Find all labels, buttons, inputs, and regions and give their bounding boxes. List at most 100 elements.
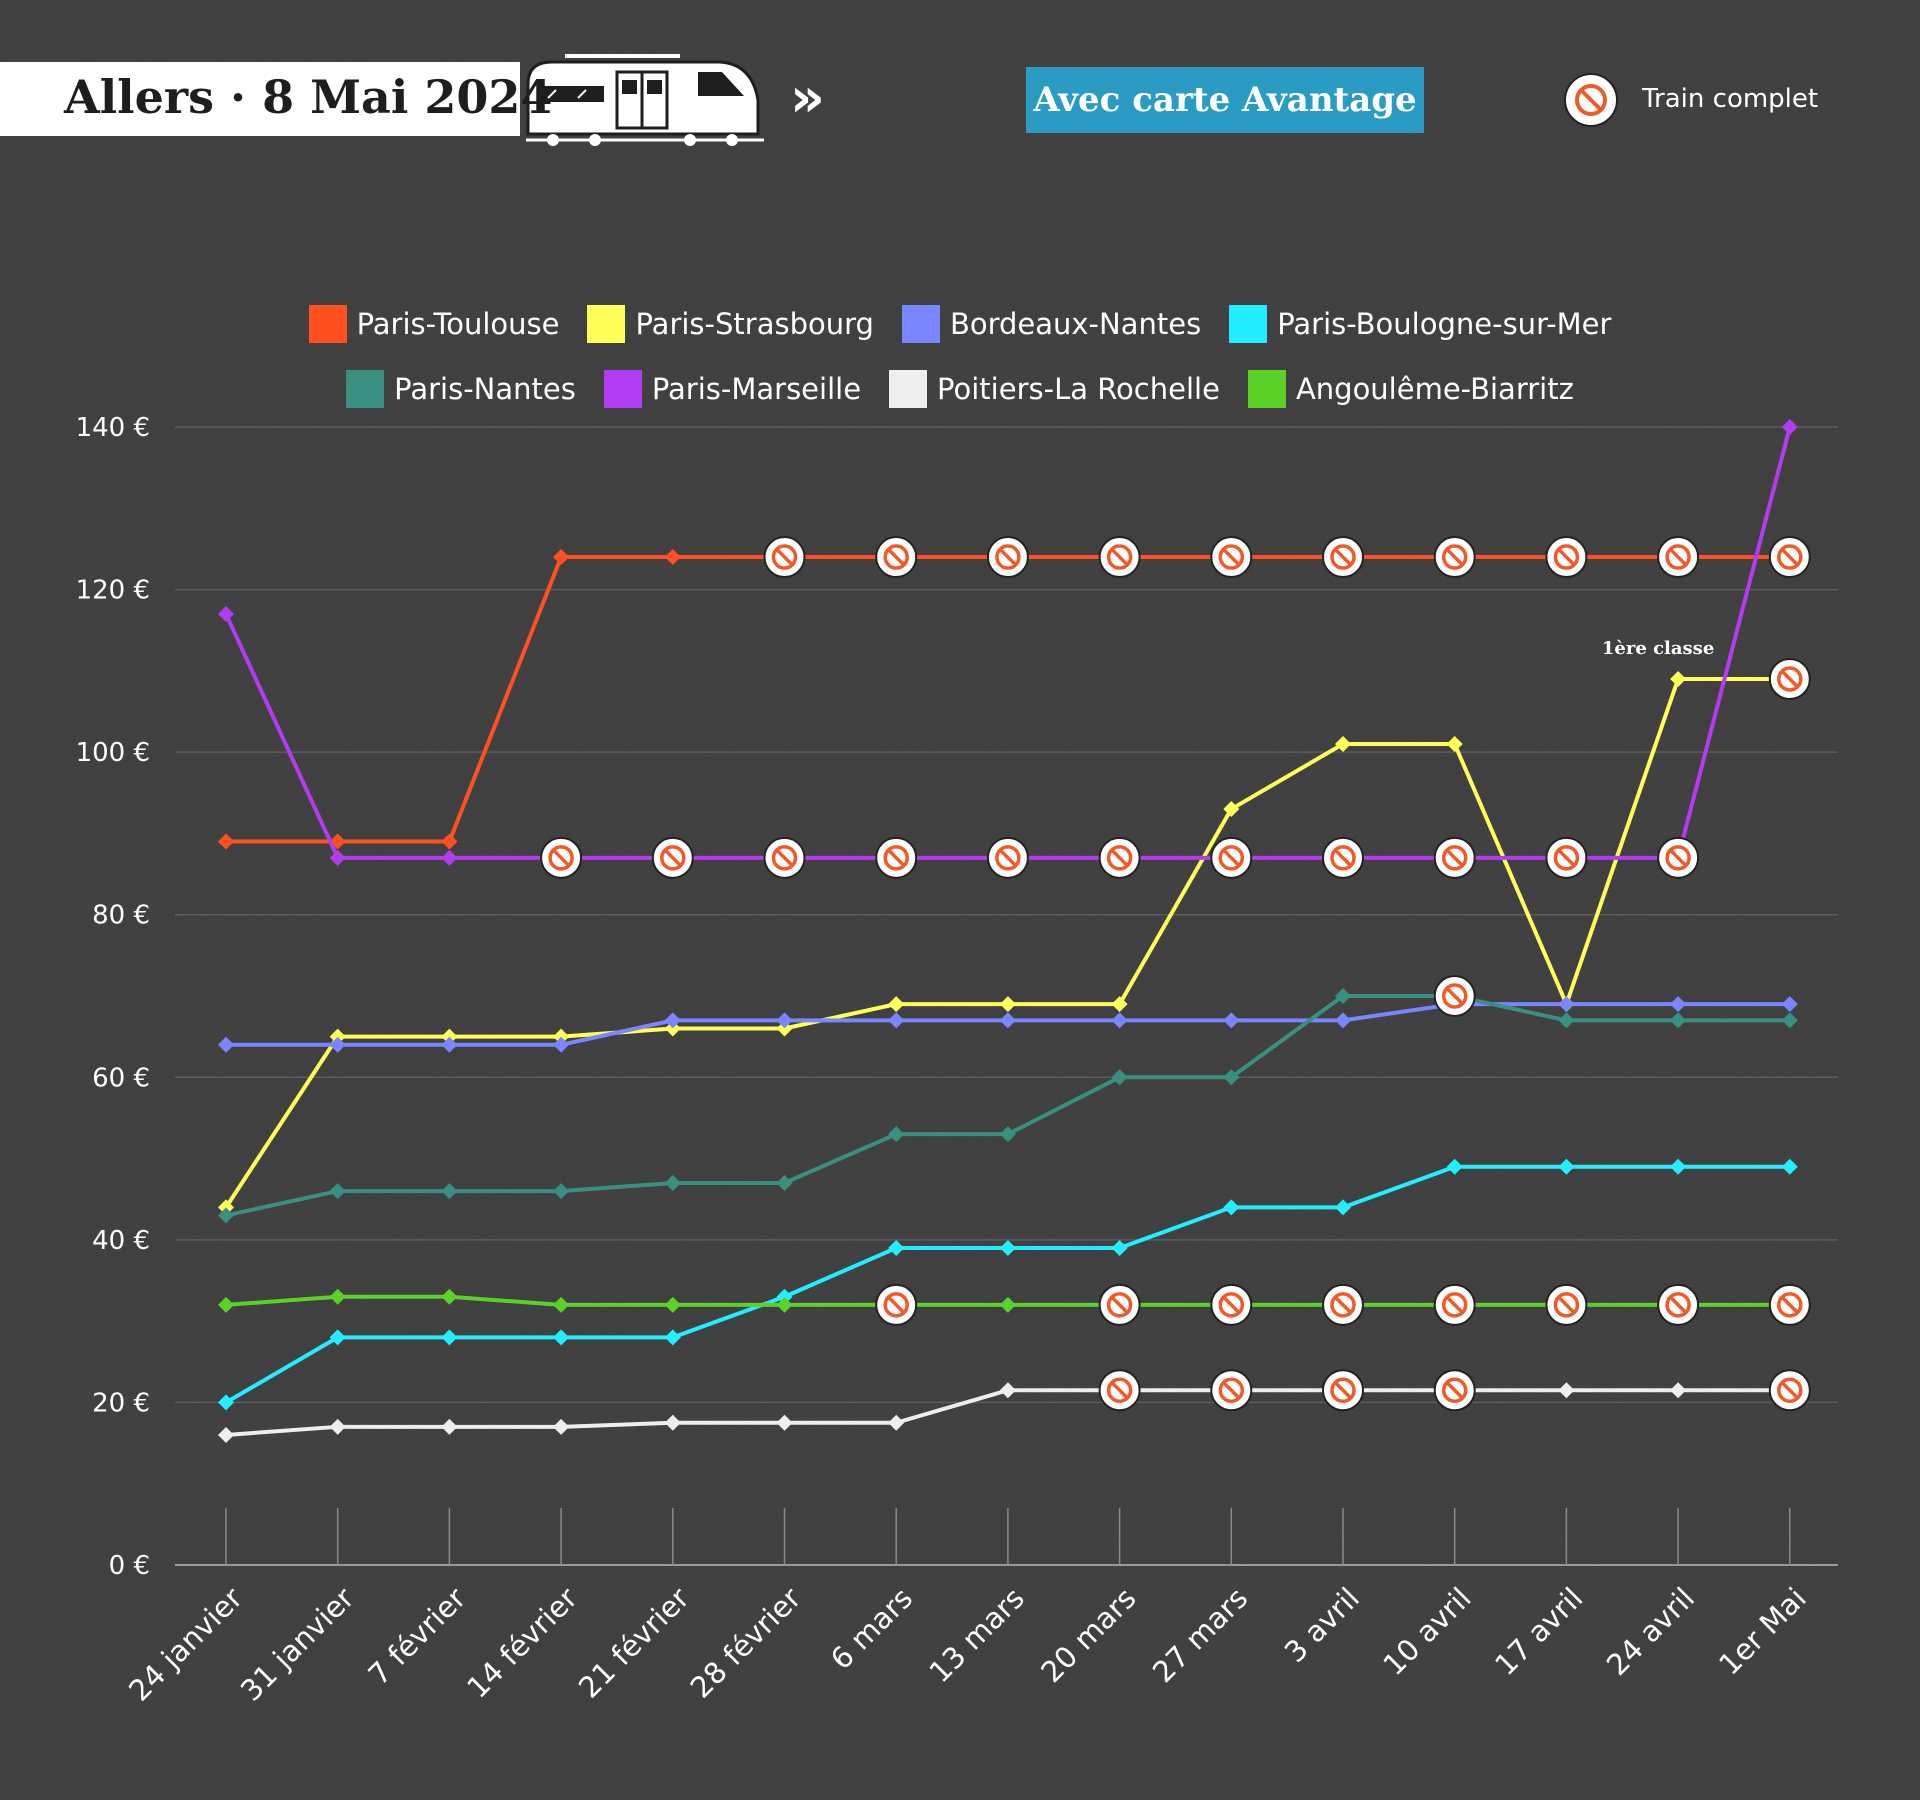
data-point-paris-strasbourg [1335,736,1351,753]
data-point-poitiers-la-rochelle [1558,1382,1575,1399]
data-point-paris-marseille [218,605,234,622]
legend-swatch [346,370,385,408]
full-train-icon [986,836,1029,879]
legend-item-paris-strasbourg: Paris-Strasbourg [587,305,874,343]
data-point-paris-strasbourg [999,996,1016,1013]
full-train-icon [1322,1369,1364,1412]
data-point-angouleme-biarritz [664,1296,681,1313]
data-point-poitiers-la-rochelle [776,1414,793,1431]
data-point-paris-nantes [999,1126,1016,1143]
data-point-paris-toulouse [553,549,570,566]
full-train-icon [1768,1283,1811,1326]
data-point-paris-boulogne-sur-mer [776,1288,793,1305]
data-point-bordeaux-nantes [1223,1012,1240,1029]
legend-swatch [901,305,940,343]
data-point-paris-nantes [218,1207,234,1224]
data-point-paris-boulogne-sur-mer [441,1329,458,1346]
data-point-paris-marseille [441,849,458,866]
full-train-icon [1098,1369,1141,1412]
legend-swatch [1247,370,1286,408]
full-train-icon [1322,536,1364,579]
fare-card-badge: Avec carte Avantage [1026,67,1424,133]
legend-item-paris-boulogne-sur-mer: Paris-Boulogne-sur-Mer [1229,305,1611,343]
legend-swatch [603,370,642,408]
legend-label: Paris-Marseille [651,372,862,406]
legend-item-paris-marseille: Paris-Marseille [603,370,862,408]
full-train-icon [986,536,1029,579]
data-point-angouleme-biarritz [999,1296,1016,1313]
legend-label: Bordeaux-Nantes [949,307,1202,341]
data-point-paris-nantes [664,1174,681,1191]
series-layer [218,419,1798,1443]
data-point-paris-strasbourg [1670,670,1687,687]
full-train-icon [763,836,806,879]
data-point-paris-toulouse [218,833,234,850]
y-tick-label: 80 € [92,901,150,931]
data-point-poitiers-la-rochelle [1670,1382,1687,1399]
full-train-legend-label: Train complet [1642,84,1819,114]
data-point-paris-nantes [1335,988,1351,1004]
data-point-angouleme-biarritz [329,1288,346,1305]
data-point-paris-boulogne-sur-mer [1111,1239,1128,1256]
legend-row-2: Paris-Nantes Paris-Marseille Poitiers-La… [0,370,1920,408]
data-point-paris-strasbourg [1223,801,1240,818]
data-point-paris-nantes [441,1183,458,1200]
data-point-paris-marseille [329,849,346,866]
data-point-paris-nantes [1781,1012,1798,1029]
full-train-icon [1433,1283,1476,1326]
title-banner [0,62,520,136]
data-point-paris-toulouse [441,833,458,850]
legend-label: Paris-Nantes [394,372,576,406]
data-point-paris-boulogne-sur-mer [1670,1158,1687,1175]
data-point-poitiers-la-rochelle [553,1418,570,1435]
data-point-paris-strasbourg [664,1020,681,1037]
data-point-paris-boulogne-sur-mer [664,1329,681,1346]
full-train-icon [1098,536,1141,579]
legend-swatch [889,370,928,408]
legend-item-bordeaux-nantes: Bordeaux-Nantes [901,305,1202,343]
data-point-paris-boulogne-sur-mer [1223,1199,1240,1216]
data-point-angouleme-biarritz [776,1296,793,1313]
data-point-bordeaux-nantes [1335,1012,1351,1029]
data-point-paris-strasbourg [329,1028,346,1045]
legend-row-1: Paris-Toulouse Paris-Strasbourg Bordeaux… [0,305,1920,343]
full-train-icon [1657,1283,1700,1326]
data-point-bordeaux-nantes [329,1036,346,1053]
legend-label: Paris-Toulouse [356,307,560,341]
data-point-poitiers-la-rochelle [999,1382,1016,1399]
data-point-angouleme-biarritz [553,1296,570,1313]
data-point-paris-strasbourg [1111,996,1128,1013]
annotation-label: 1ère classe [1602,638,1714,659]
full-train-icon [763,536,806,579]
train-icon [526,54,764,146]
legend-item-paris-nantes: Paris-Nantes [346,370,576,408]
full-train-icon [1545,836,1588,879]
data-point-paris-nantes [329,1183,346,1200]
data-point-bordeaux-nantes [1781,996,1798,1013]
legend-swatch [587,305,626,343]
full-train-icon [1433,536,1476,579]
data-point-bordeaux-nantes [553,1036,570,1053]
y-tick-label: 20 € [92,1388,150,1418]
data-point-paris-strasbourg [218,1199,234,1216]
full-train-icon [1545,536,1588,579]
full-train-icon [1098,836,1141,879]
full-train-icon [1768,1369,1811,1412]
full-train-icon [651,836,694,879]
full-train-legend-icon [1564,73,1618,127]
full-train-icon [875,1283,918,1326]
y-tick-label: 0 € [109,1551,150,1581]
data-point-bordeaux-nantes [1111,1012,1128,1029]
data-point-paris-marseille [1781,419,1798,435]
full-train-icon [1657,536,1700,579]
data-point-poitiers-la-rochelle [888,1414,905,1431]
data-point-paris-nantes [1558,1012,1575,1029]
y-tick-label: 120 € [76,576,150,606]
full-train-icon [1210,1369,1253,1412]
full-train-icon [1322,836,1364,879]
data-point-paris-boulogne-sur-mer [1558,1158,1575,1175]
data-point-paris-strasbourg [553,1028,570,1045]
